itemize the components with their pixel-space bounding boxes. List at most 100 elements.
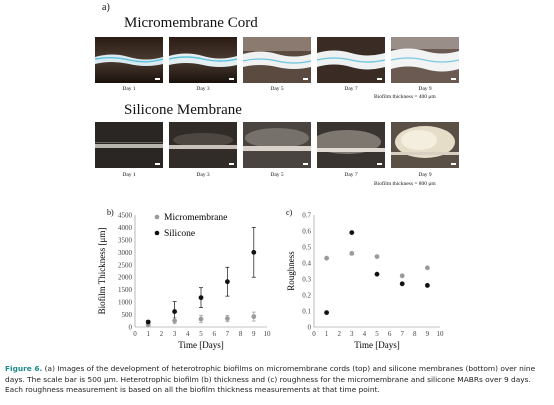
silicone-day3-photo xyxy=(169,122,237,168)
data-point-silicone xyxy=(145,319,151,325)
y-tick-label: 3500 xyxy=(118,236,133,244)
x-tick-label: 4 xyxy=(186,330,190,338)
panel-a-letter: a) xyxy=(102,2,110,13)
x-tick-label: 3 xyxy=(350,330,354,338)
silicone-day7-photo xyxy=(317,122,385,168)
y-tick-label: 0.3 xyxy=(302,276,311,284)
y-tick-label: 2500 xyxy=(118,261,133,269)
y-tick-label: 0.5 xyxy=(302,244,311,252)
data-point-micromembrane xyxy=(225,316,230,321)
data-point-micromembrane xyxy=(399,273,405,279)
data-point-micromembrane xyxy=(172,318,177,324)
y-tick-label: 0.1 xyxy=(302,308,311,316)
data-point-silicone xyxy=(374,271,380,277)
x-tick-label: 9 xyxy=(426,330,430,338)
silicone-day-label: Day 1 xyxy=(122,172,136,178)
x-axis-label: Time [Days] xyxy=(354,340,399,350)
panel-b-letter: b) xyxy=(107,208,114,217)
y-tick-label: 1000 xyxy=(118,299,133,307)
data-point-micromembrane xyxy=(425,265,430,271)
data-point-micromembrane xyxy=(324,255,329,261)
data-point-silicone xyxy=(324,310,329,315)
micromembrane-thickness-note: Biofilm thickness = 400 μm xyxy=(374,94,436,100)
silicone-day-label: Day 3 xyxy=(196,172,210,178)
x-axis-label: Time [Days] xyxy=(178,340,223,350)
micromembrane-day1-photo xyxy=(95,37,163,83)
micromembrane-title: Micromembrane Cord xyxy=(124,15,258,31)
y-axis-label: Biofilm Thickness [μm] xyxy=(97,228,107,315)
data-point-micromembrane xyxy=(374,254,380,259)
y-tick-label: 0.7 xyxy=(302,212,311,220)
x-tick-label: 7 xyxy=(226,330,230,338)
legend-label-micromembrane: Micromembrane xyxy=(164,213,227,223)
roughness-chart: c) 00.10.20.30.40.50.60.7 0 1 2 3 4 5 6 7 8 9 10 R… xyxy=(286,208,445,350)
silicone-day-label: Day 9 xyxy=(418,172,432,178)
x-tick-label: 0 xyxy=(312,330,316,338)
silicone-title: Silicone Membrane xyxy=(124,102,242,118)
micromembrane-day5-photo xyxy=(243,37,311,83)
y-tick-label: 0 xyxy=(129,324,133,332)
micromembrane-photo-row xyxy=(95,37,459,83)
y-tick-label: 500 xyxy=(122,311,133,319)
x-tick-label: 8 xyxy=(239,330,243,338)
x-tick-label: 5 xyxy=(375,330,379,338)
legend-marker-micromembrane xyxy=(154,214,160,220)
micromembrane-day-label: Day 7 xyxy=(344,86,358,92)
x-tick-label: 2 xyxy=(337,330,341,338)
x-tick-label: 4 xyxy=(363,330,367,338)
y-tick-label: 0.6 xyxy=(302,228,311,236)
data-point-silicone xyxy=(251,249,257,255)
y-tick-label: 4000 xyxy=(118,224,133,232)
x-tick-label: 3 xyxy=(173,330,177,338)
thickness-chart: b) 050010001500200025003000350040004500 … xyxy=(97,208,272,350)
y-tick-label: 4500 xyxy=(118,212,133,220)
micromembrane-day3-photo xyxy=(169,37,237,83)
data-point-silicone xyxy=(225,279,230,285)
x-tick-label: 5 xyxy=(199,330,203,338)
data-point-micromembrane xyxy=(198,316,204,322)
micromembrane-day-label: Day 3 xyxy=(196,86,210,92)
figure-label: Figure 6. xyxy=(5,364,43,373)
data-point-micromembrane xyxy=(349,251,355,256)
y-tick-label: 1500 xyxy=(118,286,133,294)
x-tick-label: 2 xyxy=(160,330,164,338)
micromembrane-day-label: Day 5 xyxy=(270,86,284,92)
y-tick-label: 0 xyxy=(308,324,312,332)
x-tick-label: 8 xyxy=(413,330,417,338)
figure-caption: Figure 6. (a) Images of the development … xyxy=(5,364,551,396)
x-tick-label: 0 xyxy=(133,330,137,338)
x-tick-label: 6 xyxy=(388,330,392,338)
silicone-day5-photo xyxy=(243,122,311,168)
y-tick-label: 0.2 xyxy=(302,292,311,300)
legend-marker-silicone xyxy=(154,230,160,236)
silicone-photo-row xyxy=(95,122,459,168)
data-point-silicone xyxy=(399,281,405,287)
legend-label-silicone: Silicone xyxy=(164,229,195,239)
data-point-silicone xyxy=(425,283,430,288)
micromembrane-day7-photo xyxy=(317,37,385,83)
y-tick-label: 3000 xyxy=(118,249,133,257)
micromembrane-day-label: Day 1 xyxy=(122,86,136,92)
x-tick-label: 10 xyxy=(437,330,445,338)
caption-text: (a) Images of the development of heterot… xyxy=(5,364,536,394)
silicone-day-label: Day 5 xyxy=(270,172,284,178)
micromembrane-day9-photo xyxy=(391,37,459,83)
x-tick-label: 9 xyxy=(252,330,256,338)
data-point-silicone xyxy=(198,295,204,301)
x-tick-label: 1 xyxy=(325,330,329,338)
x-tick-label: 7 xyxy=(400,330,404,338)
silicone-day9-photo xyxy=(391,122,459,168)
silicone-thickness-note: Biofilm thickness = 800 μm xyxy=(374,181,436,187)
x-tick-label: 1 xyxy=(146,330,150,338)
data-point-micromembrane xyxy=(251,314,257,319)
data-point-silicone xyxy=(349,230,355,235)
x-tick-label: 10 xyxy=(264,330,272,338)
panel-c-letter: c) xyxy=(286,208,293,217)
x-tick-label: 6 xyxy=(212,330,216,338)
micromembrane-day-label: Day 9 xyxy=(418,86,432,92)
data-point-silicone xyxy=(172,309,177,314)
silicone-day-label: Day 7 xyxy=(344,172,358,178)
y-tick-label: 2000 xyxy=(118,274,133,282)
silicone-day1-photo xyxy=(95,122,163,168)
y-tick-label: 0.4 xyxy=(302,260,311,268)
